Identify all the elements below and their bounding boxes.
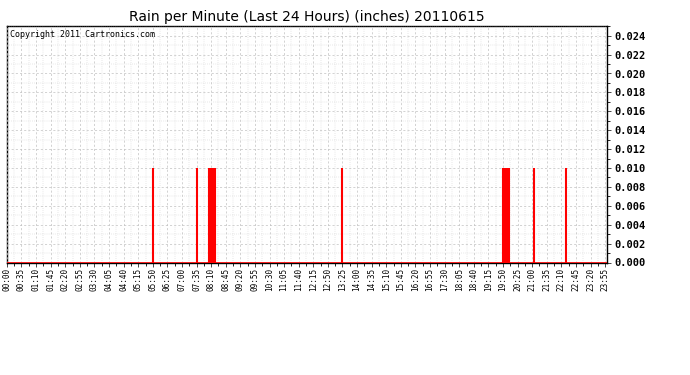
Text: Copyright 2011 Cartronics.com: Copyright 2011 Cartronics.com [10,30,155,39]
Title: Rain per Minute (Last 24 Hours) (inches) 20110615: Rain per Minute (Last 24 Hours) (inches)… [129,10,485,24]
